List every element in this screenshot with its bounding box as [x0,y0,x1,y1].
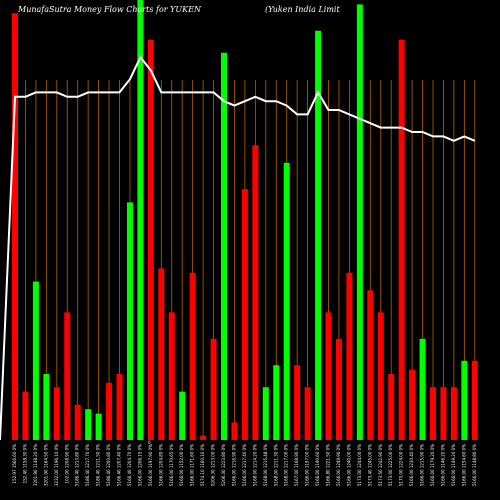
x-tick-label: 5166.00 1152.00 0% [179,444,184,486]
bar [325,312,332,440]
x-tick-label: 5166.00 1249.90 0% [336,444,341,486]
bar [158,268,165,440]
bar [377,312,384,440]
x-tick-label: 5166.00 1215.90 0% [420,444,425,486]
bar [471,360,478,440]
bar-series [12,0,478,441]
x-tick-label: 5168.00 1217.00 0% [284,444,289,486]
x-tick-label: 5173.00 1225.00 0% [388,444,393,486]
bar [126,202,133,440]
bar [22,391,29,440]
x-tick-label: 3232.00 1196.10 0% [54,444,59,486]
x-tick-label: 5206.30 1223.80 0% [221,444,226,486]
x-tick-label: 3201.90 1164.50 0% [43,444,48,486]
x-tick-label: 5168.00 1215.48 0% [263,444,268,486]
x-tick-label: 5186.40 1217.70 0% [85,444,90,486]
bar [43,374,50,440]
bar [440,387,447,440]
x-tick-label: 5167.00 1168.90 0% [294,444,299,486]
x-tick-label: 5166.00 1190.60 0% [315,444,320,486]
bar [398,39,405,440]
bar [315,30,322,441]
x-tick-label: 5166.00 1146.20 0% [440,444,445,486]
x-tick-label: 5166.00 1204.85 0% [158,444,163,486]
x-tick-label: 5186.40 1213.80 0% [75,444,80,486]
x-tick-label: 5166.00 1230.40 0% [409,444,414,486]
bar [168,312,175,440]
x-tick-label: 5206.30 1213.00 0% [211,444,216,486]
x-tick-label: 5166.00 1217.40 0% [242,444,247,486]
x-tick-label: 5166.00 1197.00 0% [305,444,310,486]
bar [367,290,374,440]
bar [241,189,248,440]
x-tick-label: 5168.00 1211.30 0% [273,444,278,486]
bar [450,387,457,440]
x-tick-label: 152.40 1158.30 0% [22,444,27,484]
x-tick-label: 5166.00 1149.20 0% [451,444,456,486]
bar [221,52,227,441]
bar [116,374,123,440]
x-tick-label: 5166.00 1206.15 0% [137,444,142,486]
x-tick-label: 5166.00 1179.20 0% [430,444,435,486]
bar [283,162,290,441]
x-tick-label: 102.00 1208.90 0% [64,444,69,484]
chart-title-right: (Yuken India Limit [265,5,340,14]
bar [419,338,426,440]
bar [32,281,39,440]
x-tick-label: 152.97 1566.60 0% [12,444,17,484]
x-tick-label: 5168.00 1214.20 0% [252,444,257,486]
bar [304,387,311,440]
x-tick-label: 5186.40 1211.50 0% [96,444,101,486]
x-tick-label: 5166.00 1216.90 0% [231,444,236,486]
bar [273,365,280,440]
bar [179,391,186,440]
bar [430,387,436,440]
bar [64,312,71,440]
money-flow-line [0,55,476,441]
zero-label: 0 [148,440,151,445]
x-tick-label: 5173.00 1224.00 0% [399,444,404,486]
x-tick-label: 5166.00 1240.00 0% [346,444,351,486]
x-tick-label: 5166.00 1148.80 0% [472,444,477,486]
bar [294,365,301,440]
bar [53,387,60,440]
x-tick-label: 5166.40 1207.40 0% [117,444,122,486]
bar [210,338,217,440]
bar [346,272,353,440]
x-tick-label: 5166.00 1197.90 0% [148,444,153,486]
x-tick-label: 5174.10 1160.10 0% [200,444,205,486]
bar [231,422,238,440]
x-tick-label: 5166.40 1204.70 0% [127,444,132,486]
x-tick-label: 5166.00 1170.65 0% [169,444,174,486]
bar [262,387,269,440]
bar [335,338,342,440]
x-tick-label: 5173.00 1244.00 0% [357,444,362,486]
x-tick-labels: 152.97 1566.60 0% 152.40 1158.30 0% 3201.9… [12,444,477,486]
bar [461,360,468,440]
bar [409,369,416,440]
x-tick-label: 5173.50 1242.90 0% [378,444,383,486]
bar [189,272,196,440]
bar [106,382,113,440]
x-tick-label: 3201.90 1148.20 0% [33,444,38,486]
bar [74,404,81,440]
bar [137,0,144,440]
chart-title-left: MunafaSutra Money Flow Charts for YUKEN [17,5,202,14]
bar [388,374,395,440]
bar [356,4,363,441]
bar [147,39,154,440]
x-tick-label: 5166.00 1171.60 0% [190,444,195,486]
bar [12,13,18,440]
x-tick-label: 5186.40 1200.80 0% [106,444,111,486]
bar [85,409,92,440]
x-tick-label: 5166.80 1221.50 0% [326,444,331,486]
bar [95,413,102,440]
x-tick-label: 5173.40 1245.00 0% [367,444,372,486]
bar [200,435,207,440]
bar [252,145,259,440]
x-tick-label: 5166.00 1154.60 0% [461,444,466,486]
